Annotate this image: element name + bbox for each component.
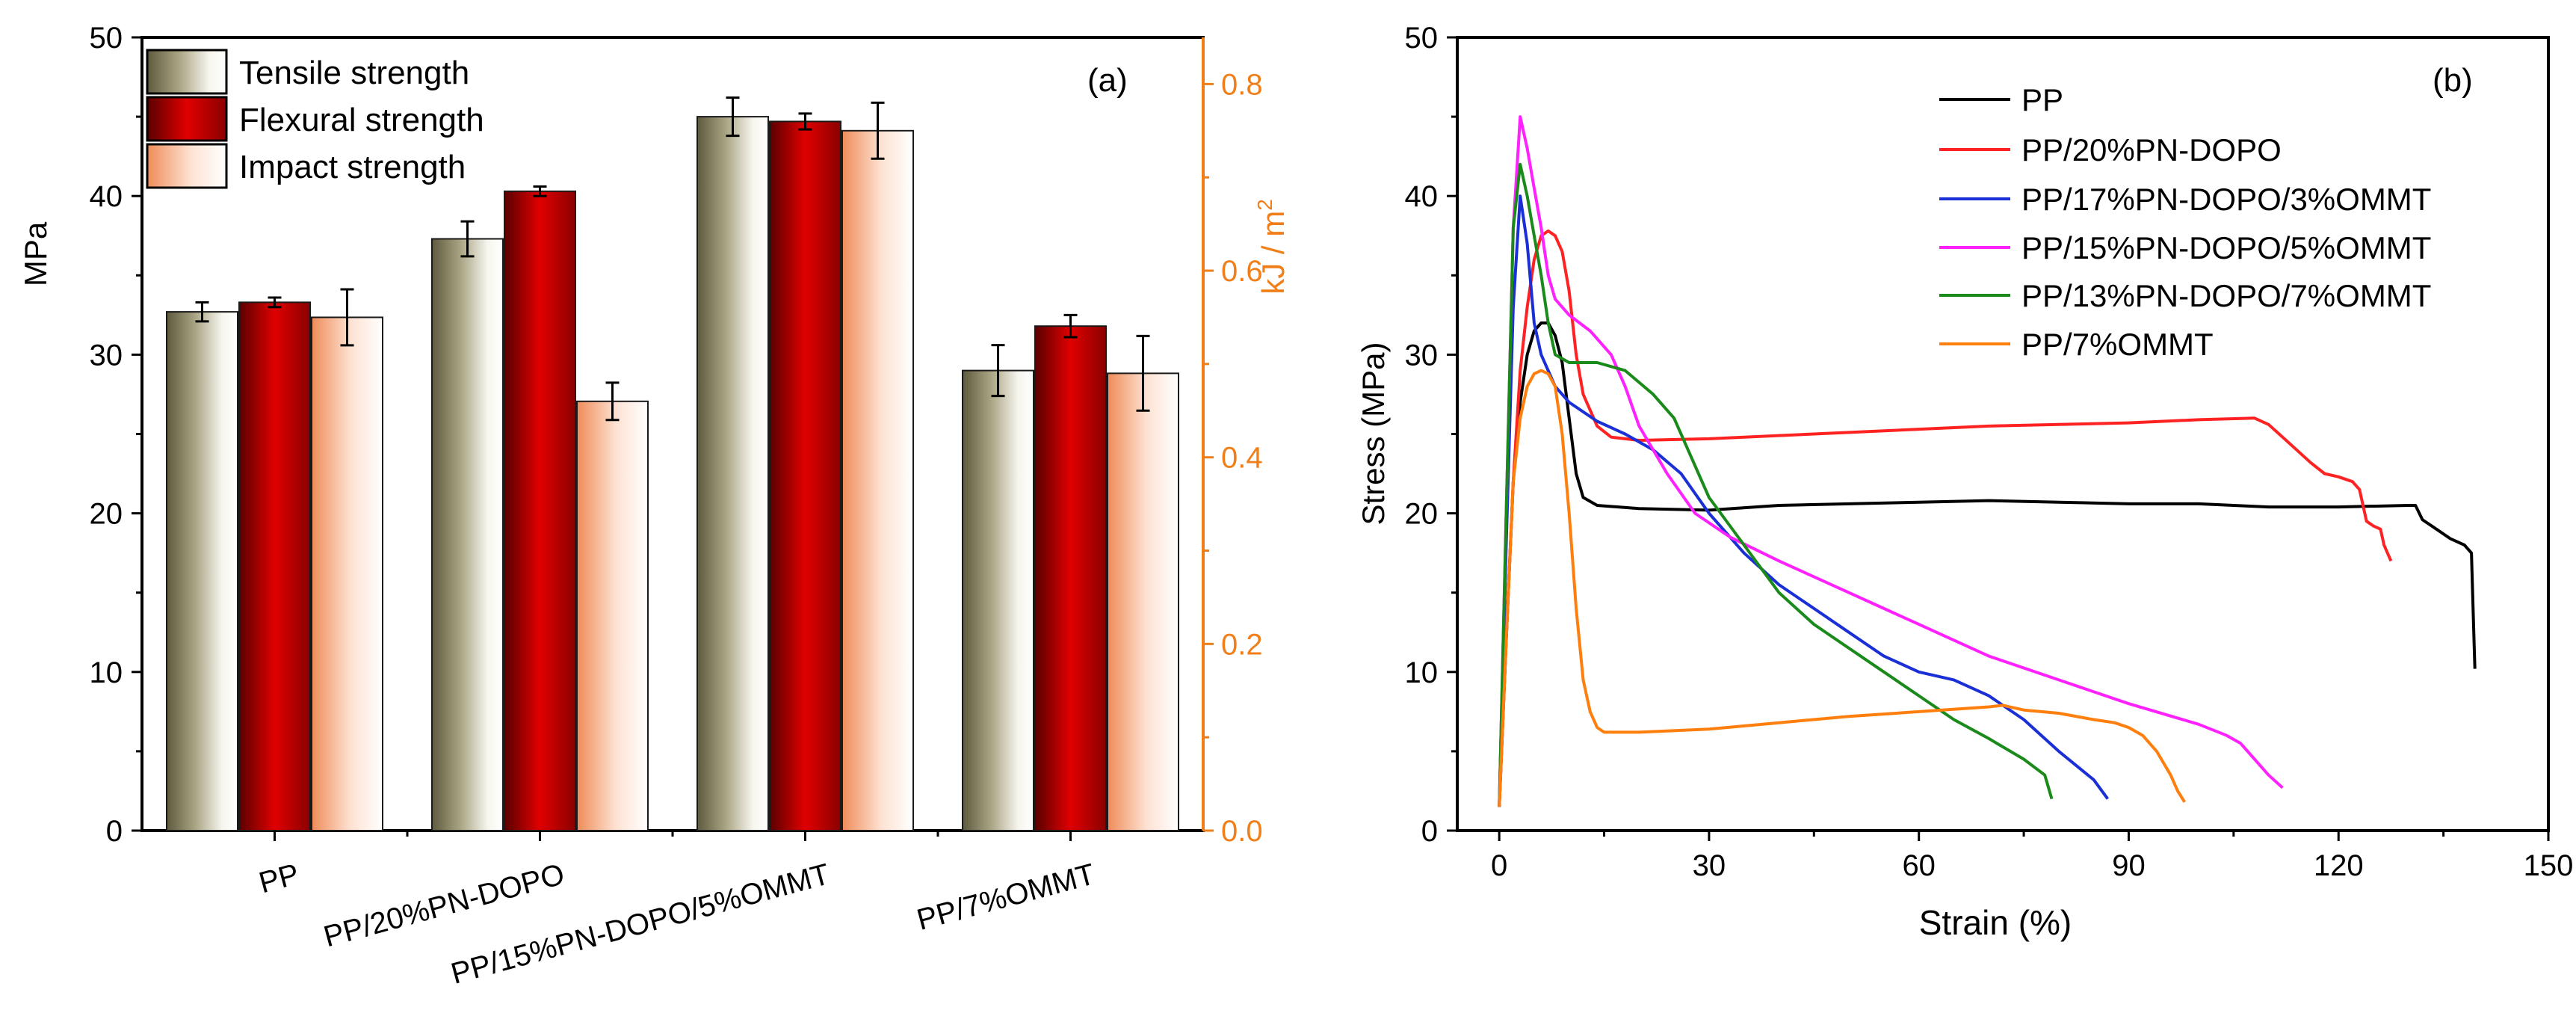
bar-flexural-pp-20-pn-dopo [504, 190, 576, 832]
panel-b-x-tick-label: 150 [2524, 849, 2574, 882]
legend-label-pp: PP [2021, 82, 2063, 117]
panel-b-y-tick-label: 40 [1405, 180, 1439, 213]
panel-b-lines [1498, 115, 2477, 807]
bar-flexural-pp-7-ommt [1034, 325, 1107, 832]
bar-impact-pp-15-pn-dopo-5-ommt [841, 129, 914, 831]
panel-b-legend: PP PP/20%PN-DOPO PP/17%PN-DOPO/3%OMMT PP… [1939, 82, 2431, 362]
panel-b-line-chart: 0 10 20 30 40 50 0 30 60 90 120 150 Strain (%) Str… [1356, 22, 2573, 942]
panel-b-x-label: Strain (%) [1919, 903, 2072, 942]
bar-impact-pp-7-ommt [1107, 372, 1179, 832]
panel-b-x-tick-label: 30 [1693, 849, 1726, 882]
panel-a-legend: Tensile strength Flexural strength Impac… [146, 49, 484, 189]
panel-a-x-tick-label-pp: PP [256, 858, 303, 899]
legend-swatch-impact [146, 143, 228, 189]
panel-b-label: (b) [2433, 62, 2473, 99]
panel-b-x-tick-label: 0 [1491, 849, 1507, 882]
panel-a-y2-tick-label: 0.2 [1221, 628, 1263, 661]
panel-b-x-tick-label: 90 [2112, 849, 2146, 882]
curve-pp-17-pn-dopo-3-ommt [1498, 194, 2110, 807]
panel-a-label: (a) [1087, 62, 1128, 99]
legend-label-flexural: Flexural strength [239, 102, 484, 138]
panel-a-left-axis: 0 10 20 30 40 50 [90, 22, 142, 848]
panel-b-y-axis: 0 10 20 30 40 50 [1405, 22, 1457, 848]
curve-pp-13-pn-dopo-7-ommt [1498, 162, 2054, 807]
legend-label-pp-7ommt: PP/7%OMMT [2021, 327, 2214, 362]
panel-b-y-label: Stress (MPa) [1356, 342, 1391, 525]
legend-label-pp-20pn: PP/20%PN-DOPO [2021, 132, 2282, 167]
panel-a-y-tick-label: 20 [90, 498, 123, 531]
panel-a-y-tick-label: 0 [106, 815, 123, 848]
panel-a-right-axis: 0.0 0.2 0.4 0.6 0.8 [1202, 37, 1263, 848]
panel-a-y-tick-label: 50 [90, 22, 123, 55]
panel-b-y-tick-label: 0 [1421, 815, 1438, 848]
panel-a-y2-tick-label: 0.0 [1221, 815, 1263, 848]
panel-a-y2-tick-label: 0.6 [1221, 255, 1263, 288]
legend-swatch-tensile [146, 49, 228, 95]
panel-a-y-label: MPa [18, 221, 53, 286]
panel-a-y2-label-main: kJ / m [1255, 211, 1291, 295]
panel-a-y2-tick-label: 0.8 [1221, 68, 1263, 101]
bar-flexural-pp-15-pn-dopo-5-ommt [769, 120, 841, 831]
bar-impact-pp [311, 316, 383, 831]
bar-tensile-pp-20-pn-dopo [431, 238, 504, 831]
legend-label-impact: Impact strength [239, 149, 466, 185]
panel-a-y-tick-label: 10 [90, 656, 123, 689]
panel-a-x-tick-label-pp-7-ommt: PP/7%OMMT [913, 858, 1099, 937]
panel-b-plot-frame [1456, 36, 2550, 832]
legend-swatch-flexural [146, 96, 228, 142]
panel-a-y-tick-label: 30 [90, 339, 123, 372]
bar-impact-pp-20-pn-dopo [576, 400, 649, 831]
panel-a-y2-label-sup: 2 [1253, 199, 1276, 211]
bar-tensile-pp-7-ommt [962, 369, 1034, 831]
bar-flexural-pp [238, 301, 311, 831]
panel-b-y-tick-label: 10 [1405, 656, 1439, 689]
panel-b-x-axis: 0 30 60 90 120 150 [1491, 831, 2573, 882]
legend-label-pp-13pn-7ommt: PP/13%PN-DOPO/7%OMMT [2021, 278, 2431, 313]
panel-b-y-tick-label: 50 [1405, 22, 1439, 55]
bar-tensile-pp-15-pn-dopo-5-ommt [696, 116, 769, 832]
panel-a-y2-label: kJ / m2 [1253, 199, 1291, 295]
panel-a-y2-tick-label: 0.4 [1221, 442, 1263, 475]
panel-b-x-tick-label: 60 [1902, 849, 1936, 882]
panel-a-y-tick-label: 40 [90, 180, 123, 213]
panel-b-x-tick-label: 120 [2314, 849, 2364, 882]
bar-tensile-pp [166, 311, 238, 831]
legend-label-tensile: Tensile strength [239, 55, 469, 91]
panel-b-y-tick-label: 20 [1405, 498, 1439, 531]
curve-pp [1498, 321, 2477, 807]
legend-label-pp-17pn-3ommt: PP/17%PN-DOPO/3%OMMT [2021, 182, 2431, 217]
curve-pp-7-ommt [1498, 369, 2186, 807]
panel-b-y-tick-label: 30 [1405, 339, 1439, 372]
curve-pp-20-pn-dopo [1498, 229, 2393, 807]
curve-pp-15-pn-dopo-5-ommt [1498, 115, 2284, 807]
legend-label-pp-15pn-5ommt: PP/15%PN-DOPO/5%OMMT [2021, 230, 2431, 265]
panel-a-bar-chart: 0 10 20 30 40 50 0.0 0.2 0.4 0.6 0.8 PP PP/20%PN-D… [18, 22, 1291, 991]
panel-a-bars [166, 96, 1179, 832]
